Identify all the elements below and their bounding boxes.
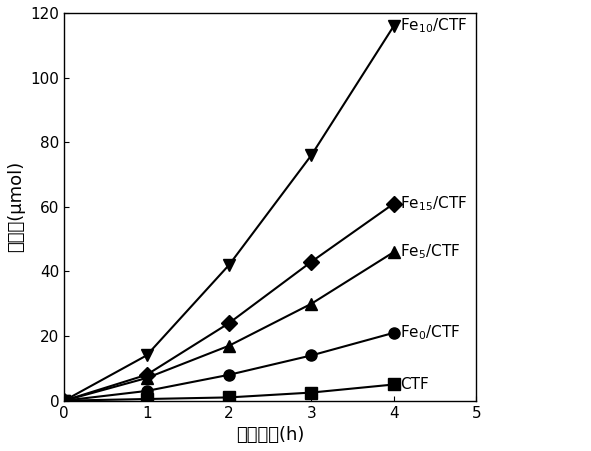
- Text: Fe$_{0}$/CTF: Fe$_{0}$/CTF: [401, 323, 461, 342]
- Text: CTF: CTF: [401, 377, 429, 392]
- Text: Fe$_{10}$/CTF: Fe$_{10}$/CTF: [401, 17, 467, 35]
- X-axis label: 光照时间(h): 光照时间(h): [236, 426, 304, 444]
- Text: Fe$_{5}$/CTF: Fe$_{5}$/CTF: [401, 243, 461, 262]
- Y-axis label: 产氢量(μmol): 产氢量(μmol): [7, 161, 25, 253]
- Text: Fe$_{15}$/CTF: Fe$_{15}$/CTF: [401, 194, 467, 213]
